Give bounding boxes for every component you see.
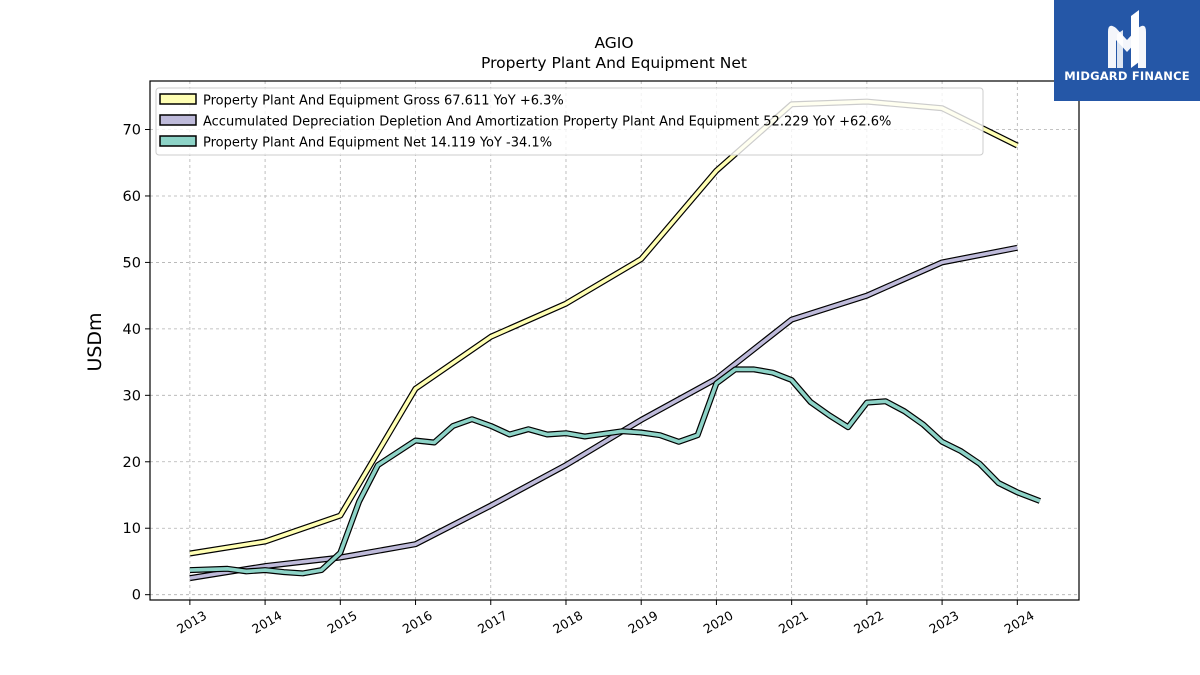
- x-tick-label: 2013: [174, 608, 209, 637]
- legend-swatch: [159, 114, 197, 126]
- x-axis: 2013 2014 2015 2016 2017 2018 2019 2020 2021 2022…: [174, 600, 1037, 637]
- legend-box: [155, 87, 984, 156]
- y-tick-label: 0: [132, 588, 141, 604]
- x-tick-label: 2023: [926, 608, 961, 637]
- series-line: [189, 246, 1018, 580]
- x-tick-label: 2024: [1002, 608, 1037, 637]
- legend-swatch: [159, 93, 197, 105]
- y-tick-label: 70: [123, 123, 141, 139]
- x-tick-label: 2014: [249, 608, 284, 637]
- y-tick-label: 30: [123, 388, 141, 404]
- x-tick-label: 2016: [400, 608, 435, 637]
- x-tick-label: 2020: [701, 608, 736, 637]
- series-line: [189, 367, 1041, 576]
- series-line: [189, 99, 1019, 556]
- midgard-m-logo-icon: [1108, 10, 1146, 68]
- legend-label: Property Plant And Equipment Net 14.119 …: [203, 136, 552, 151]
- series-lines: [189, 98, 1041, 582]
- y-tick-label: 10: [123, 521, 141, 537]
- legend-label: Property Plant And Equipment Gross 67.61…: [203, 94, 564, 109]
- y-axis-label: USDm: [84, 312, 106, 371]
- grid: [150, 81, 1079, 600]
- y-tick-label: 40: [123, 322, 141, 338]
- y-axis: 0 10 20 30 40 50 60 70: [123, 123, 150, 604]
- x-tick-label: 2022: [851, 608, 886, 637]
- legend-label: Accumulated Depreciation Depletion And A…: [203, 115, 891, 130]
- x-tick-label: 2019: [625, 608, 660, 637]
- plot-frame: [149, 80, 1080, 601]
- y-tick-label: 20: [123, 455, 141, 471]
- series-outline: [189, 366, 1041, 577]
- chart-subtitle: Property Plant And Equipment Net: [481, 54, 747, 72]
- x-tick-label: 2018: [550, 608, 585, 637]
- x-tick-label: 2017: [475, 608, 510, 637]
- midgard-finance-logo: MIDGARD FINANCE: [1054, 0, 1200, 101]
- x-tick-label: 2021: [776, 608, 811, 637]
- logo-text: MIDGARD FINANCE: [1064, 69, 1190, 83]
- x-tick-label: 2015: [325, 608, 360, 637]
- legend: Property Plant And Equipment Gross 67.61…: [155, 87, 984, 156]
- series-outline: [189, 98, 1019, 557]
- legend-swatch: [159, 135, 197, 147]
- y-tick-label: 60: [123, 189, 141, 205]
- y-tick-label: 50: [123, 255, 141, 271]
- chart-title: AGIO: [594, 34, 633, 52]
